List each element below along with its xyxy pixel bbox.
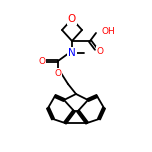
Text: O: O (38, 57, 45, 66)
Text: N: N (68, 48, 76, 58)
Text: O: O (97, 47, 104, 55)
Text: O: O (55, 69, 62, 78)
Text: OH: OH (102, 26, 116, 36)
Text: O: O (68, 14, 76, 24)
